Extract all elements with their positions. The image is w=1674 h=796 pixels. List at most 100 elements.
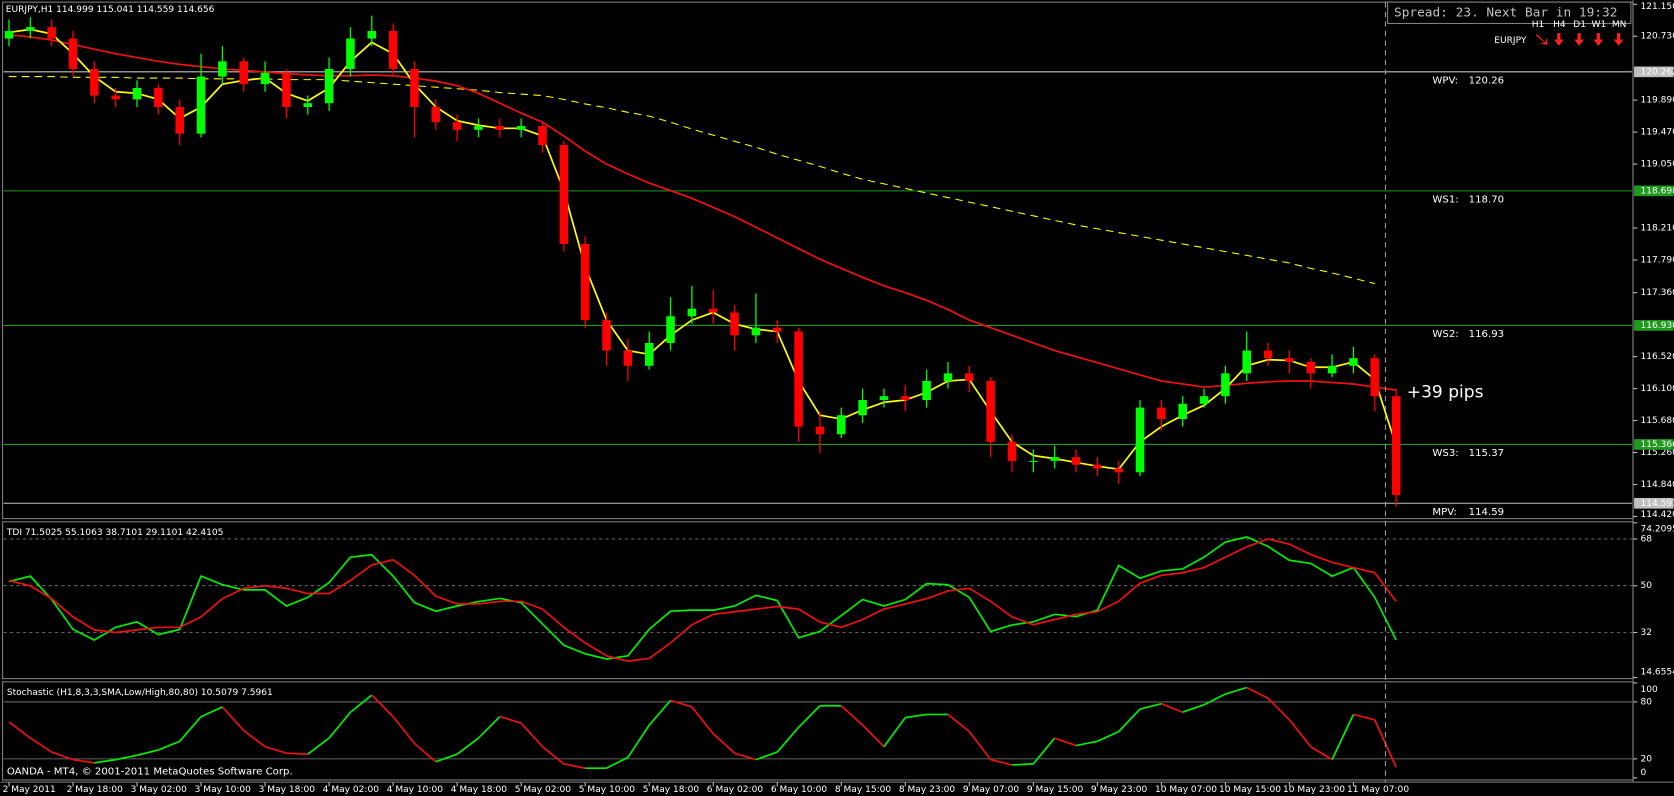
indicator-segment xyxy=(840,705,864,726)
y-tick-label: 117.360 xyxy=(1640,288,1674,298)
indicator-segment xyxy=(734,752,757,761)
indicator-segment xyxy=(221,706,245,732)
candle-body xyxy=(1221,373,1230,397)
pivot-axis-label: 120.262 xyxy=(1640,67,1674,77)
candle-body xyxy=(367,30,377,39)
indicator-segment xyxy=(1054,737,1077,747)
annotation: +39 pips xyxy=(1407,383,1484,403)
y-tick-label: 119.890 xyxy=(1640,96,1674,106)
x-tick-label: 8 May 23:00 xyxy=(899,785,956,795)
indicator-segment xyxy=(371,694,394,718)
y-tick-label: 120.730 xyxy=(1640,32,1674,42)
panel-title: Stochastic (H1,8,3,3,SMA,Low/High,80,80)… xyxy=(7,688,273,698)
candle-body xyxy=(154,87,163,108)
candle-body xyxy=(922,380,931,401)
candle-body xyxy=(1071,457,1081,465)
pivot-value: 120.26 xyxy=(1469,75,1504,86)
y-tick-label: 74.2095 xyxy=(1640,525,1674,535)
moving-average xyxy=(8,33,1397,391)
candle-body xyxy=(1050,457,1059,461)
candle-body xyxy=(1285,358,1294,362)
pivot-value: 114.59 xyxy=(1469,507,1504,518)
candle-body xyxy=(132,87,142,100)
x-tick-label: 6 May 10:00 xyxy=(771,785,828,795)
indicator-segment xyxy=(990,758,1013,766)
indicator-segment xyxy=(51,751,74,761)
indicator-segment xyxy=(648,699,672,726)
indicator-segment xyxy=(307,737,330,755)
pivot-axis-box xyxy=(1634,439,1674,450)
pivot-axis-label: 118.698 xyxy=(1640,186,1674,196)
pivot-name: WS3: xyxy=(1432,448,1458,459)
indicator-segment xyxy=(200,706,223,718)
arrow-down xyxy=(1593,33,1604,46)
indicator-segment xyxy=(477,716,501,739)
y-tick-label: 100 xyxy=(1640,685,1658,695)
candle-body xyxy=(837,415,846,435)
x-tick-label: 4 May 10:00 xyxy=(387,785,444,795)
indicator-segment xyxy=(8,721,31,739)
x-tick-label: 3 May 02:00 xyxy=(131,785,188,795)
plot-layer: 121.150 120.730 119.890 119.470 119.050 118.2… xyxy=(3,2,1674,795)
timeframe-label: MN xyxy=(1612,20,1627,30)
indicator-segment xyxy=(1288,719,1312,748)
pivot-axis-box xyxy=(1634,185,1674,197)
indicator-segment xyxy=(606,756,629,769)
candle-body xyxy=(1007,441,1017,461)
x-tick-label: 4 May 18:00 xyxy=(451,785,508,795)
candle-body xyxy=(47,27,56,39)
y-tick-label: 114.840 xyxy=(1640,480,1674,490)
y-tick-label: 119.470 xyxy=(1640,128,1674,138)
indicator-segment xyxy=(456,737,479,755)
x-tick-label: 9 May 07:00 xyxy=(963,785,1020,795)
y-tick-label: 114.420 xyxy=(1640,510,1674,520)
indicator-segment xyxy=(905,713,927,719)
x-tick-label: 10 May 15:00 xyxy=(1219,785,1281,795)
x-tick-label: 5 May 18:00 xyxy=(643,785,700,795)
candle-body xyxy=(751,327,761,336)
pivot-axis-box xyxy=(1634,66,1674,78)
pivot-name: WPV: xyxy=(1432,75,1458,86)
panel-title: TDI 71.5025 55.1063 38.7101 29.1101 42.4… xyxy=(6,528,224,538)
timeframe-label: H4 xyxy=(1553,20,1566,30)
candle-body xyxy=(388,30,398,69)
candle-body xyxy=(218,61,227,77)
indicator-segment xyxy=(413,742,437,763)
trend-arrows xyxy=(1535,33,1624,46)
indicator-segment xyxy=(1182,703,1205,714)
pivot-value: 116.93 xyxy=(1469,329,1504,340)
indicator-segment xyxy=(862,724,885,748)
indicator-segment xyxy=(1118,708,1141,733)
arrow-down-right xyxy=(1535,34,1548,45)
indicator-segment xyxy=(670,699,693,708)
timeframe-label: H1 xyxy=(1532,20,1545,30)
chart-title: EURJPY,H1 114.999 115.041 114.559 114.65… xyxy=(6,5,215,15)
candle-body xyxy=(1135,407,1145,473)
indicator-line xyxy=(8,538,1397,662)
y-tick-label: 68 xyxy=(1640,534,1652,544)
y-tick-label: 116.520 xyxy=(1640,352,1674,362)
indicator-segment xyxy=(499,715,522,724)
candle-body xyxy=(687,308,697,317)
candle-body xyxy=(644,342,654,366)
indicator-segment xyxy=(1075,740,1098,747)
candle-body xyxy=(1093,464,1102,469)
y-tick-label: 121.150 xyxy=(1640,2,1674,12)
indicator-segment xyxy=(72,758,95,764)
indicator-segment xyxy=(1161,702,1184,714)
x-tick-label: 10 May 07:00 xyxy=(1155,785,1217,795)
indicator-segment xyxy=(563,763,586,770)
pivot-axis-box xyxy=(1634,497,1674,509)
pivot-axis-label: 116.930 xyxy=(1640,321,1674,331)
tdi-panel-frame xyxy=(2,521,1634,680)
spread-box xyxy=(1387,1,1632,25)
candle-body xyxy=(858,400,867,416)
moving-average xyxy=(8,76,1375,285)
indicator-segment xyxy=(520,722,544,748)
y-tick-label: 115.680 xyxy=(1640,416,1674,426)
x-tick-label: 11 May 07:00 xyxy=(1347,785,1409,795)
arrow-down xyxy=(1574,33,1584,46)
candle-body xyxy=(708,308,718,313)
moving-average xyxy=(8,28,1397,471)
